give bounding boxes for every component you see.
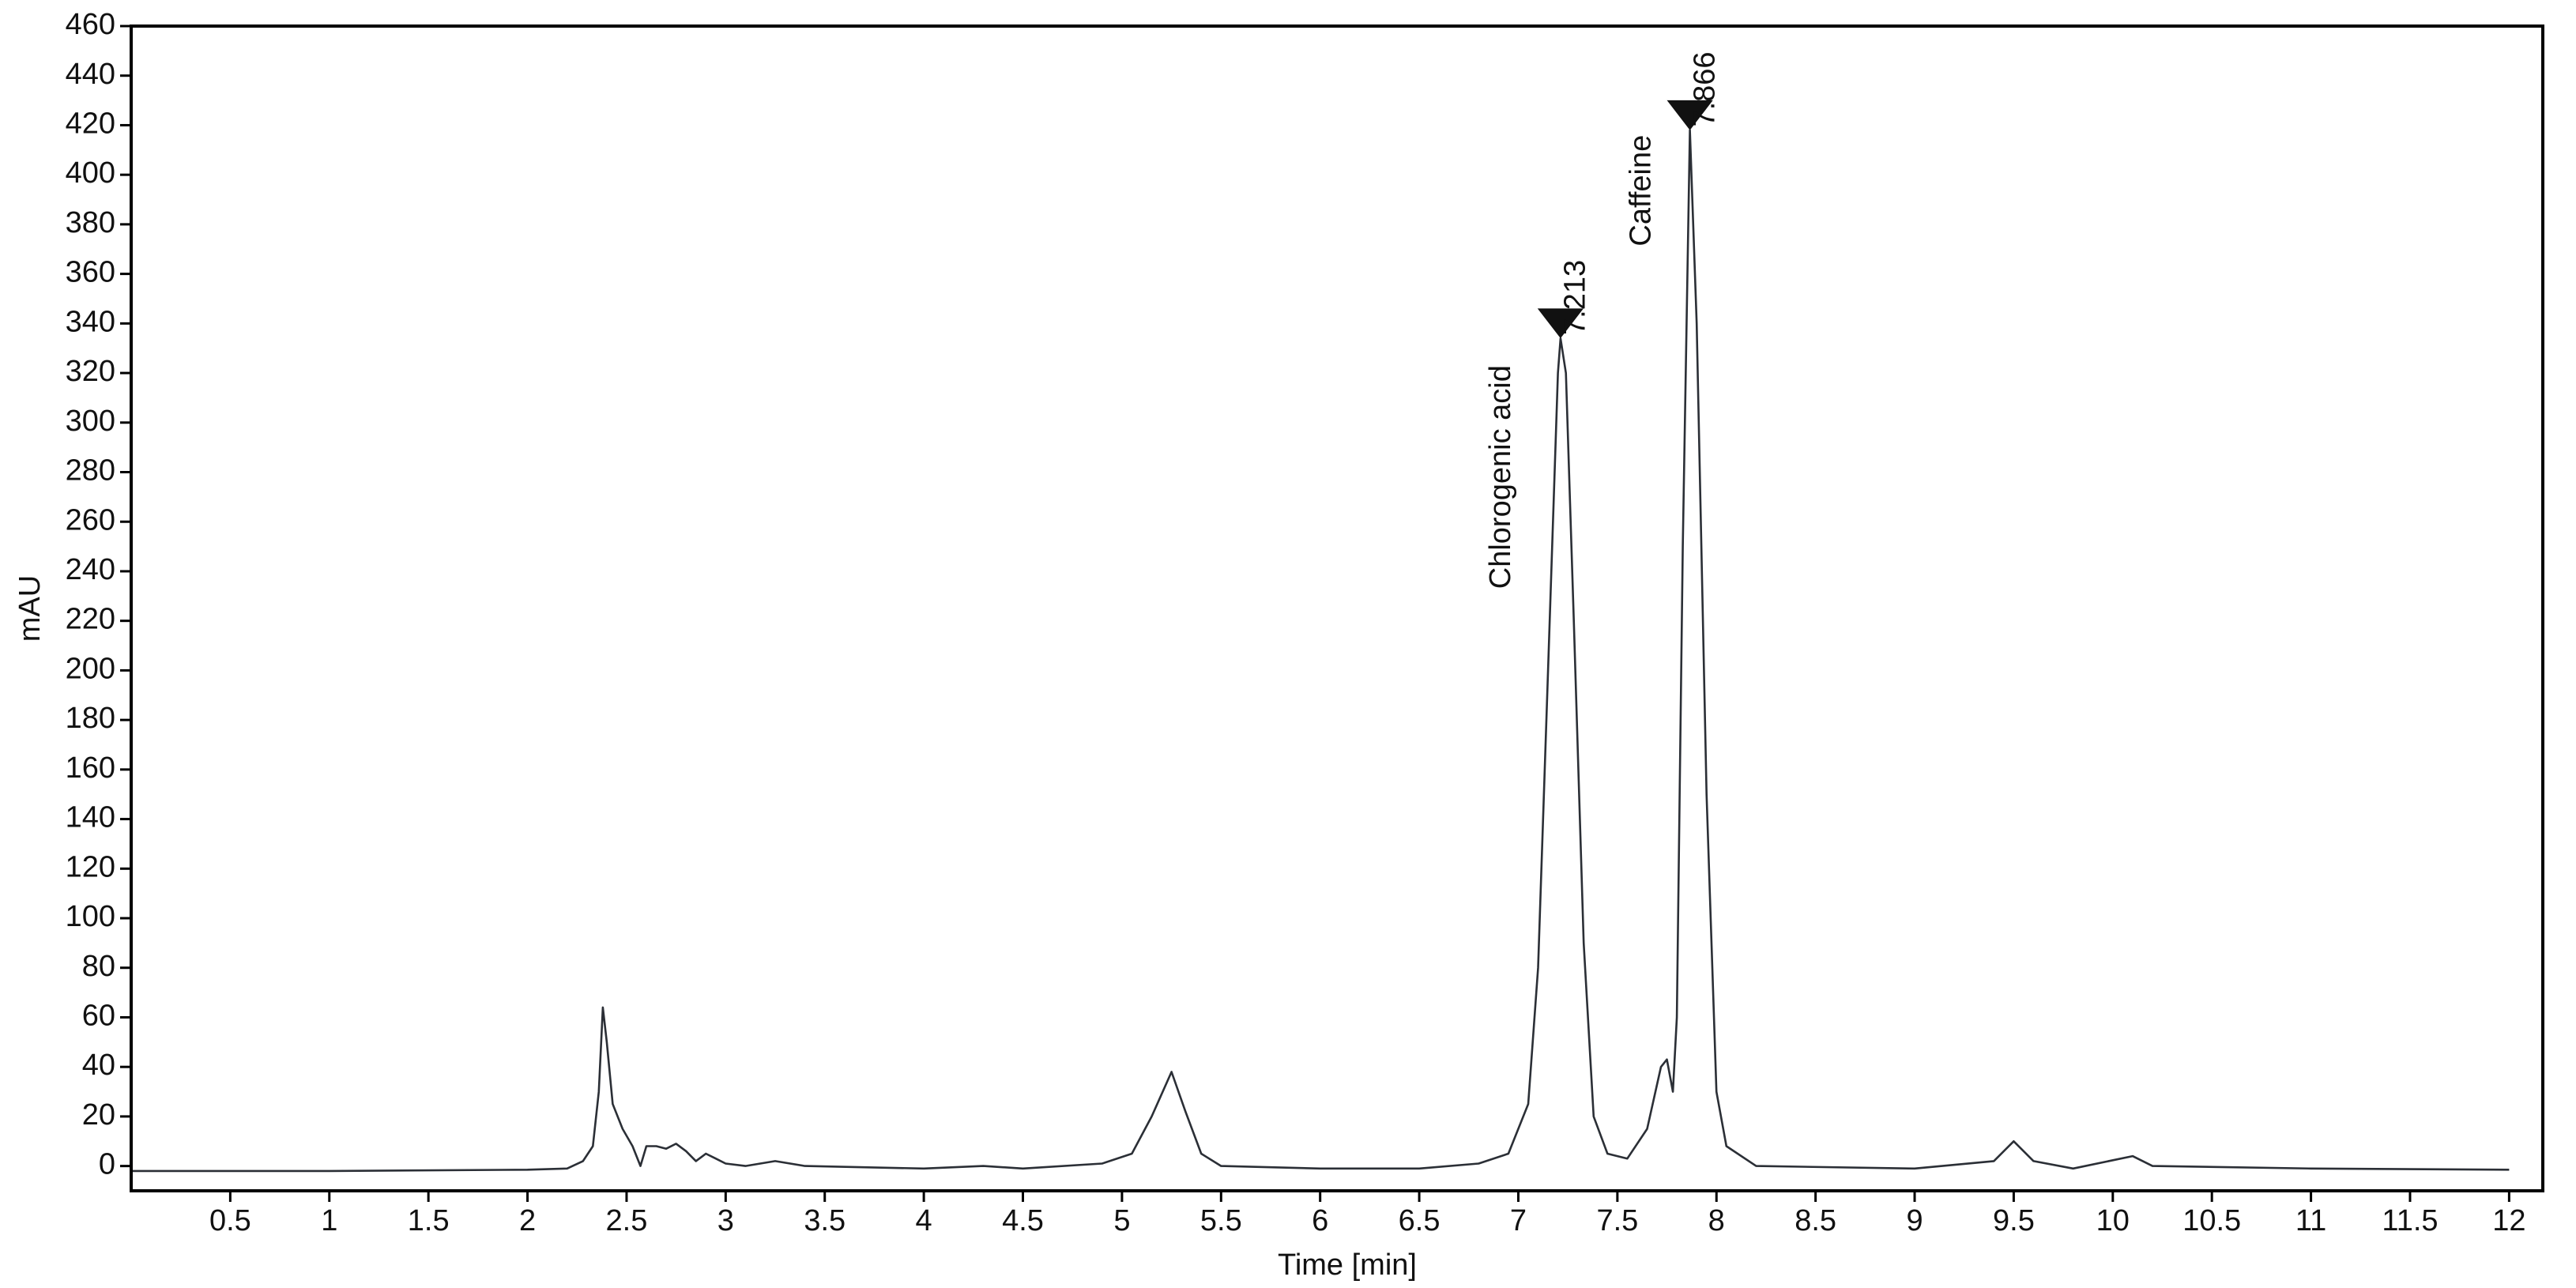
x-tick-label: 3 <box>717 1204 734 1237</box>
peak-name-label: Chlorogenic acid <box>1484 365 1517 589</box>
y-tick-label: 20 <box>82 1098 115 1132</box>
y-tick-label: 160 <box>66 751 115 785</box>
y-tick-label: 180 <box>66 702 115 735</box>
x-tick-label: 10 <box>2096 1204 2130 1237</box>
y-tick-label: 380 <box>66 206 115 239</box>
x-tick-label: 8 <box>1708 1204 1725 1237</box>
x-tick-label: 0.5 <box>209 1204 251 1237</box>
y-tick-label: 40 <box>82 1049 115 1082</box>
y-tick-label: 340 <box>66 305 115 338</box>
x-tick-label: 12 <box>2492 1204 2525 1237</box>
peak-marker <box>1537 308 1584 339</box>
x-tick-label: 8.5 <box>1795 1204 1836 1237</box>
plot-frame <box>130 24 2544 1192</box>
y-tick-label: 260 <box>66 503 115 537</box>
x-tick-label: 1 <box>321 1204 337 1237</box>
y-tick-label: 240 <box>66 553 115 586</box>
y-tick-label: 220 <box>66 603 115 636</box>
y-tick-label: 420 <box>66 107 115 140</box>
y-axis-label: mAU <box>13 575 47 642</box>
x-tick-label: 6 <box>1312 1204 1328 1237</box>
x-tick-label: 7 <box>1510 1204 1527 1237</box>
peak-marker <box>1666 100 1713 130</box>
x-axis-label: Time [min] <box>1278 1248 1417 1282</box>
peak-time-label: 7.213 <box>1559 260 1592 335</box>
y-tick-label: 440 <box>66 58 115 91</box>
y-tick-label: 100 <box>66 900 115 933</box>
x-tick-label: 11 <box>2295 1204 2326 1237</box>
y-tick-label: 140 <box>66 801 115 834</box>
x-tick-label: 7.5 <box>1596 1204 1638 1237</box>
chromatogram-line <box>131 129 2510 1173</box>
x-tick-label: 1.5 <box>408 1204 450 1237</box>
x-tick-label: 9 <box>1906 1204 1923 1237</box>
x-tick-label: 2.5 <box>606 1204 648 1237</box>
y-tick-label: 80 <box>82 950 115 983</box>
x-tick-label: 4.5 <box>1002 1204 1044 1237</box>
peak-time-label: 7.866 <box>1688 51 1721 126</box>
y-tick-label: 200 <box>66 652 115 685</box>
x-tick-label: 5.5 <box>1200 1204 1242 1237</box>
y-tick-label: 360 <box>66 256 115 289</box>
y-tick-label: 320 <box>66 355 115 388</box>
x-tick-label: 6.5 <box>1399 1204 1441 1237</box>
x-tick-label: 3.5 <box>804 1204 845 1237</box>
y-tick-label: 300 <box>66 405 115 438</box>
x-tick-label: 2 <box>519 1204 536 1237</box>
peak-name-label: Caffeine <box>1625 135 1658 247</box>
y-tick-label: 280 <box>66 454 115 488</box>
y-tick-label: 0 <box>99 1148 115 1181</box>
y-tick-label: 460 <box>66 8 115 41</box>
x-tick-label: 10.5 <box>2182 1204 2241 1237</box>
y-tick-label: 120 <box>66 850 115 883</box>
x-tick-label: 4 <box>916 1204 932 1237</box>
y-tick-label: 400 <box>66 156 115 190</box>
x-tick-label: 5 <box>1113 1204 1130 1237</box>
x-tick-label: 9.5 <box>1993 1204 2035 1237</box>
x-tick-label: 11.5 <box>2382 1204 2438 1237</box>
y-tick-label: 60 <box>82 999 115 1032</box>
